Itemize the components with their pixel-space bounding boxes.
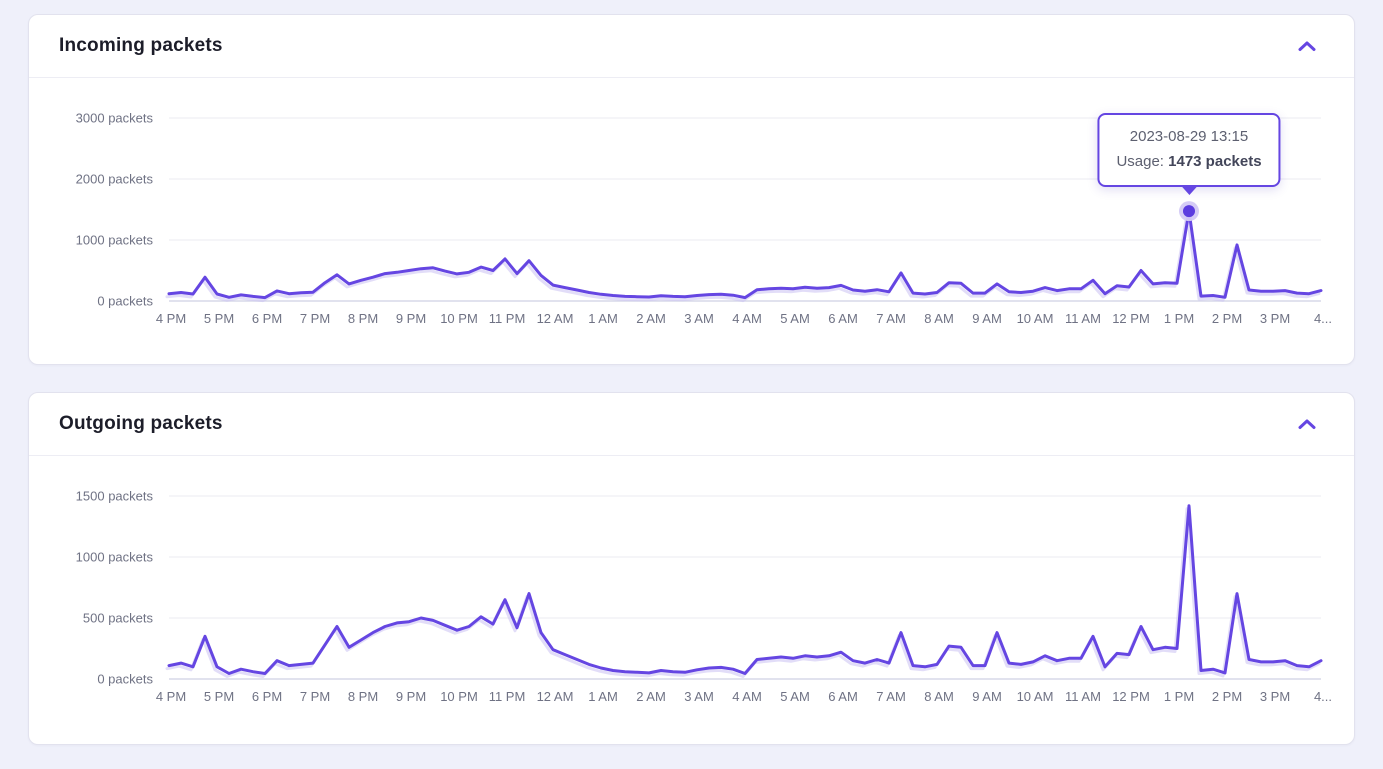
outgoing-packets-card: Outgoing packets 0 packets 500 packets 100… [28,392,1355,745]
x-tick-label: 2 AM [636,311,666,326]
y-tick-label: 0 packets [97,672,153,687]
x-tick-label: 4... [1314,689,1332,704]
x-tick-label: 3 PM [1260,311,1290,326]
y-tick-label: 3000 packets [76,111,154,126]
x-tick-label: 1 AM [588,311,618,326]
tooltip-date: 2023-08-29 13:15 [1129,128,1249,145]
x-tick-label: 2 AM [636,689,666,704]
x-tick-label: 5 PM [204,689,234,704]
collapse-button[interactable] [1294,414,1320,434]
x-tick-label: 5 AM [780,311,810,326]
x-tick-label: 11 AM [1065,689,1101,704]
y-tick-label: 1500 packets [76,489,154,504]
tooltip-usage-label: Usage: [1116,153,1164,170]
x-tick-label: 12 AM [537,689,574,704]
x-tick-label: 4 PM [156,689,186,704]
x-tick-label: 9 PM [396,311,426,326]
x-tick-label: 1 AM [588,689,618,704]
x-tick-label: 11 PM [489,311,526,326]
x-tick-label: 8 AM [924,689,954,704]
x-tick-label: 3 PM [1260,689,1290,704]
x-tick-label: 4 AM [732,311,762,326]
series-line-shadow [165,507,1321,678]
x-tick-label: 1 PM [1164,311,1194,326]
x-tick-label: 7 PM [300,689,330,704]
card-header: Incoming packets [29,15,1354,78]
x-tick-label: 7 PM [300,311,330,326]
x-tick-label: 12 PM [1112,311,1150,326]
series-line [167,504,1323,675]
tooltip-usage: Usage: 1473 packets [1116,149,1261,174]
x-tick-label: 8 PM [348,311,378,326]
x-tick-label: 2 PM [1212,311,1242,326]
x-tick-label: 1 PM [1164,689,1194,704]
x-tick-label: 10 PM [440,689,478,704]
tooltip-usage-value: 1473 packets [1168,153,1262,170]
highlight-dot [1183,205,1195,218]
x-tick-label: 6 AM [828,311,858,326]
collapse-button[interactable] [1294,36,1320,56]
card-title: Incoming packets [59,35,223,56]
x-tick-label: 2 PM [1212,689,1242,704]
card-header: Outgoing packets [29,393,1354,456]
y-tick-label: 2000 packets [76,172,154,187]
incoming-packets-chart[interactable]: 0 packets 1000 packets 2000 packets 3000 pa… [29,91,1354,341]
y-tick-label: 1000 packets [76,550,154,565]
x-tick-label: 3 AM [684,689,714,704]
x-tick-label: 4... [1314,311,1332,326]
x-tick-label: 9 AM [972,311,1002,326]
x-tick-label: 9 PM [396,689,426,704]
x-tick-label: 4 PM [156,311,186,326]
chevron-up-icon [1298,419,1316,429]
x-tick-label: 12 AM [537,311,574,326]
chevron-up-icon [1298,41,1316,51]
x-tick-label: 10 AM [1017,689,1054,704]
x-tick-label: 12 PM [1112,689,1150,704]
outgoing-packets-chart[interactable]: 0 packets 500 packets 1000 packets 1500 pac… [29,469,1354,719]
x-tick-label: 4 AM [732,689,762,704]
y-tick-label: 0 packets [97,294,153,309]
card-title: Outgoing packets [59,413,223,434]
incoming-packets-chart-svg: 0 packets 1000 packets 2000 packets 3000 pa… [76,111,1332,327]
series-line-shadow [165,212,1321,303]
x-tick-label: 10 AM [1017,311,1054,326]
tooltip-caret-icon [1179,185,1198,195]
x-tick-label: 3 AM [684,311,714,326]
y-tick-label: 1000 packets [76,233,154,248]
x-tick-label: 7 AM [876,689,906,704]
series-line [167,209,1323,300]
y-tick-label: 500 packets [83,611,154,626]
incoming-packets-card: Incoming packets 0 packets 1000 packets 20… [28,14,1355,365]
x-tick-label: 9 AM [972,689,1002,704]
x-tick-label: 10 PM [440,311,478,326]
x-tick-label: 6 PM [252,311,282,326]
x-tick-label: 8 PM [348,689,378,704]
x-tick-label: 5 AM [780,689,810,704]
x-tick-label: 11 AM [1065,311,1101,326]
x-tick-label: 11 PM [489,689,526,704]
x-tick-label: 6 AM [828,689,858,704]
chart-tooltip: 2023-08-29 13:15 Usage: 1473 packets [1097,113,1281,195]
x-tick-label: 7 AM [876,311,906,326]
x-tick-label: 8 AM [924,311,954,326]
x-tick-label: 5 PM [204,311,234,326]
x-tick-label: 6 PM [252,689,282,704]
outgoing-packets-chart-svg: 0 packets 500 packets 1000 packets 1500 pac… [76,489,1332,705]
